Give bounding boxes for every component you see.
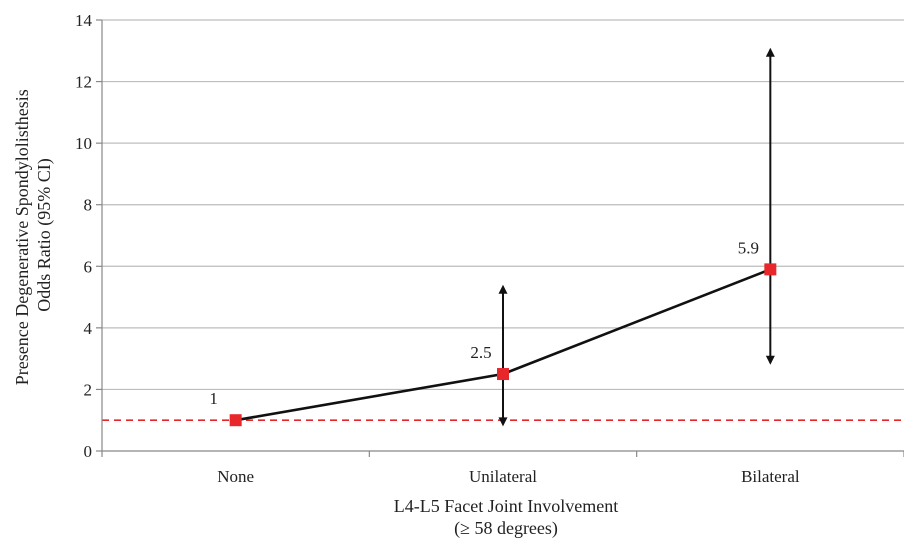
- x-category-label: Unilateral: [469, 467, 537, 486]
- y-axis-title-line-2: Odds Ratio (95% CI): [34, 158, 55, 311]
- y-tick-label: 4: [84, 319, 93, 338]
- data-label: 5.9: [738, 238, 759, 257]
- y-tick-label: 10: [75, 134, 92, 153]
- y-tick-label: 12: [75, 73, 92, 92]
- data-labels: 1 2.5 5.9: [209, 238, 759, 408]
- y-tick-label: 2: [84, 380, 93, 399]
- data-point: [764, 263, 777, 276]
- data-label: 1: [209, 389, 218, 408]
- y-tick-labels: 0 2 4 6 8 10 12 14: [75, 11, 93, 461]
- x-category-label: Bilateral: [741, 467, 800, 486]
- gridlines: [102, 19, 904, 391]
- error-bar-cap-upper: [498, 284, 508, 294]
- y-tick-label: 8: [84, 196, 93, 215]
- data-point: [229, 414, 242, 427]
- error-bar-cap-upper: [765, 47, 775, 57]
- y-axis-title-line-1: Presence Degenerative Spondylolisthesis: [12, 89, 32, 385]
- error-bars: [498, 47, 775, 427]
- x-axis-title-line-1: L4-L5 Facet Joint Involvement: [394, 496, 618, 516]
- data-label: 2.5: [470, 343, 491, 362]
- x-category-labels: None Unilateral Bilateral: [217, 467, 800, 486]
- y-axis-title: Presence Degenerative Spondylolisthesis …: [12, 85, 55, 385]
- axes: [96, 19, 904, 457]
- data-point: [497, 368, 509, 381]
- y-tick-label: 14: [75, 11, 93, 30]
- error-bar-cap-lower: [498, 417, 508, 427]
- x-category-label: None: [217, 467, 254, 486]
- y-tick-label: 0: [84, 442, 93, 461]
- y-tick-label: 6: [84, 257, 93, 276]
- data-markers: [229, 263, 777, 427]
- error-bar-cap-lower: [765, 355, 775, 365]
- x-axis-title-line-2: (≥ 58 degrees): [454, 518, 558, 539]
